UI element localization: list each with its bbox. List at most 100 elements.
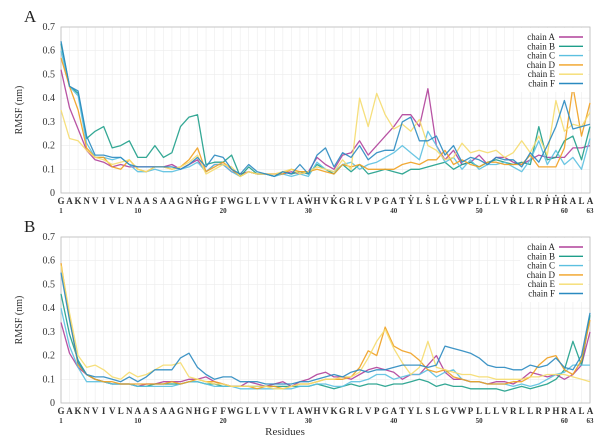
residue-label: A [391, 196, 398, 206]
residue-label: R [561, 406, 568, 416]
x-tick-label-b: 40 [390, 417, 398, 425]
residue-label: K [331, 406, 338, 416]
x-axis-label: Residues [265, 426, 305, 438]
x-tick-label-a: 63 [587, 207, 595, 215]
y-tick-label-b: 0 [50, 398, 55, 409]
y-tick-label-b: 0.4 [43, 303, 56, 314]
residue-label: R [348, 196, 355, 206]
residue-label: H [194, 196, 201, 206]
residue-label: W [304, 406, 313, 416]
residue-label: V [109, 406, 116, 416]
residue-label: L [519, 406, 525, 416]
residue-label: L [254, 196, 260, 206]
residue-label: V [365, 406, 372, 416]
residue-mark [196, 194, 199, 197]
legend-label: chain C [527, 261, 555, 271]
residue-label: V [450, 196, 457, 206]
residue-label: R [510, 406, 517, 416]
x-tick-label-a: 40 [390, 207, 398, 215]
residue-label: L [433, 406, 439, 416]
residue-label: V [501, 196, 508, 206]
residue-label: V [109, 196, 116, 206]
residue-label: S [152, 196, 157, 206]
residue-label: H [313, 406, 320, 416]
residue-label: F [220, 196, 226, 206]
residue-label: K [75, 196, 82, 206]
y-tick-label-a: 0.6 [43, 46, 56, 57]
residue-label: L [118, 196, 124, 206]
panel-b: B RMSF (nm) Residues 0 0.1 0.2 0.3 0.4 0.5 0.6… [14, 217, 594, 438]
residue-label: S [425, 196, 430, 206]
residue-label: V [92, 406, 99, 416]
residue-label: T [399, 406, 405, 416]
residue-label: A [143, 406, 150, 416]
residue-label: L [493, 406, 499, 416]
y-tick-label-a: 0.5 [43, 69, 56, 80]
residue-label: G [177, 406, 184, 416]
y-tick-label-a: 0.2 [43, 141, 56, 152]
residue-label: G [339, 406, 346, 416]
residue-mark [546, 194, 549, 197]
residue-label: A [570, 196, 577, 206]
series-line-chain-b [60, 293, 591, 392]
residue-label: A [570, 406, 577, 416]
residue-label: L [357, 406, 363, 416]
series-line-chain-f [60, 272, 591, 385]
y-tick-label-a: 0 [50, 188, 55, 199]
residue-label: L [578, 196, 584, 206]
residue-label: L [288, 196, 294, 206]
residue-label: G [177, 196, 184, 206]
residue-label: W [304, 196, 313, 206]
residue-label: G [203, 406, 210, 416]
residue-label: T [280, 196, 286, 206]
legend-label: chain C [527, 51, 555, 61]
residue-label: Y [408, 406, 415, 416]
x-tick-label-a: 10 [134, 207, 142, 215]
residue-label: V [450, 406, 457, 416]
residue-label: A [587, 406, 594, 416]
legend-box [520, 28, 588, 92]
x-tick-label-b: 63 [587, 417, 595, 425]
residue-label: V [322, 406, 329, 416]
series-line-chain-f [60, 41, 591, 178]
x-tick-label-b: 10 [134, 417, 142, 425]
x-tick-label-a: 1 [59, 207, 63, 215]
x-tick-label-b: 60 [561, 417, 569, 425]
residue-label: L [476, 196, 482, 206]
residue-label: A [143, 196, 150, 206]
panel-a: A RMSF (nm) 00.10.20.30.40.50.60.7G A K N V I… [14, 7, 594, 215]
residue-label: G [339, 196, 346, 206]
residue-mark [512, 194, 515, 197]
legend-label: chain D [527, 60, 556, 70]
residue-label: N [126, 196, 133, 206]
residue-label: N [186, 196, 193, 206]
x-tick-label-b: 20 [220, 417, 228, 425]
residue-label: I [102, 406, 106, 416]
residue-label: L [519, 196, 525, 206]
residue-label: P [545, 196, 551, 206]
residue-label: I [102, 196, 106, 206]
residue-label: A [391, 406, 398, 416]
residue-label: G [382, 196, 389, 206]
x-tick-label-a: 50 [476, 207, 484, 215]
residue-label: T [399, 196, 405, 206]
residue-label: R [561, 196, 568, 206]
x-tick-label-b: 30 [305, 417, 313, 425]
residue-label: L [246, 406, 252, 416]
legend-label: chain F [528, 289, 555, 299]
y-axis-label-a: RMSF (nm) [14, 86, 25, 135]
legend-label: chain A [527, 242, 555, 252]
residue-label: V [263, 196, 270, 206]
residue-label: S [152, 406, 157, 416]
residue-label: L [254, 406, 260, 416]
residue-label: A [297, 406, 304, 416]
residue-label: L [357, 196, 363, 206]
residue-label: L [578, 406, 584, 416]
residue-label: L [493, 196, 499, 206]
residue-label: A [169, 406, 176, 416]
y-tick-label-b: 0.6 [43, 256, 56, 267]
residue-label: R [348, 406, 355, 416]
y-tick-label-a: 0.4 [43, 93, 56, 104]
